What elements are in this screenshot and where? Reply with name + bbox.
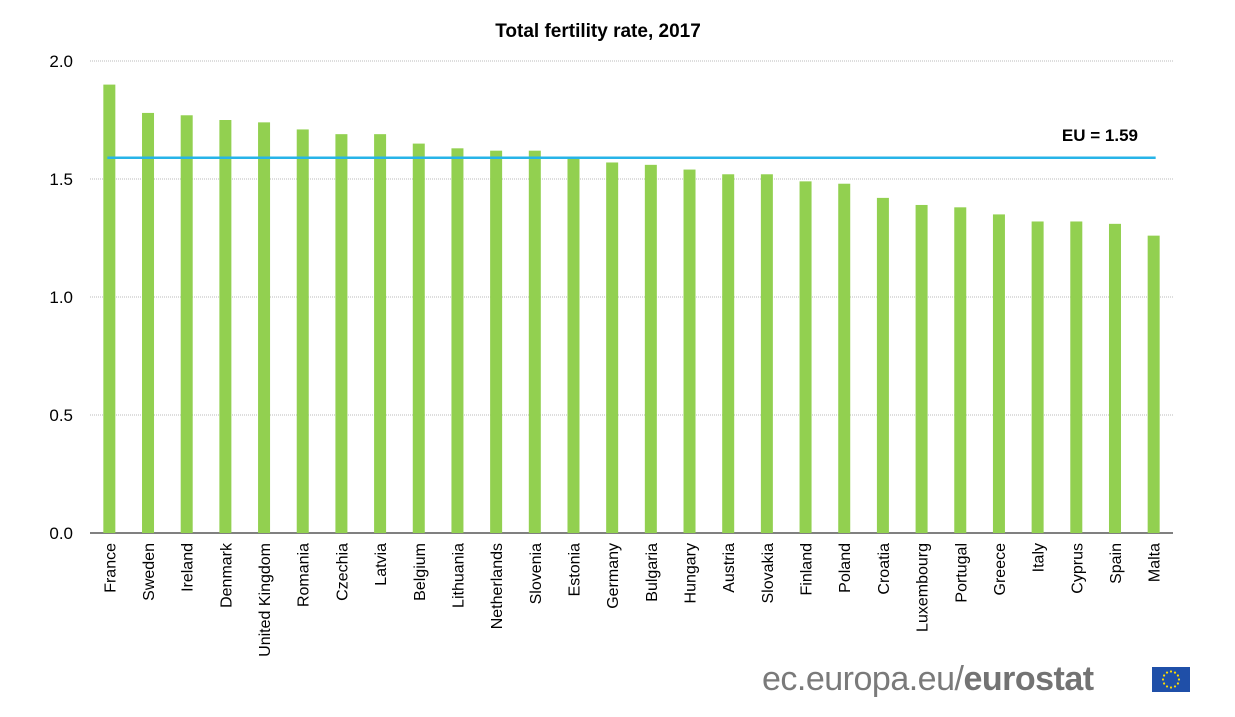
bar-romania (296, 129, 309, 533)
x-tick-label: Cyprus (1069, 543, 1086, 594)
x-tick-label: Germany (605, 543, 622, 609)
x-tick-label: Croatia (876, 543, 893, 595)
eu-flag-icon (1152, 667, 1190, 692)
x-tick-label: Slovakia (760, 543, 777, 604)
x-tick-label: Finland (799, 543, 816, 595)
bar-sweden (142, 112, 155, 534)
x-tick-label: Belgium (412, 543, 429, 601)
flag-star (1165, 671, 1169, 674)
flag-star (1177, 678, 1181, 681)
x-tick-label: Romania (296, 543, 313, 607)
y-tick-label: 0.5 (49, 406, 73, 425)
flag-star (1161, 678, 1165, 681)
x-tick-label: Poland (837, 543, 854, 593)
x-tick-label: Denmark (218, 542, 235, 608)
bar-finland (799, 181, 812, 534)
bar-lithuania (451, 148, 464, 533)
flag-star (1165, 685, 1169, 688)
x-tick-label: France (102, 543, 119, 593)
x-tick-label: United Kingdom (257, 543, 274, 657)
eu-average-label: EU = 1.59 (1062, 126, 1138, 145)
bar-slovakia (760, 174, 773, 533)
x-tick-label: Italy (1031, 543, 1048, 572)
y-tick-label: 2.0 (49, 52, 73, 71)
bar-malta (1147, 235, 1160, 533)
bar-estonia (567, 157, 580, 533)
flag-star (1169, 670, 1173, 673)
bar-portugal (954, 207, 967, 533)
flag-star (1162, 674, 1166, 677)
bar-poland (838, 183, 851, 533)
x-tick-label: Slovenia (528, 543, 545, 604)
bar-hungary (683, 169, 696, 533)
bar-italy (1031, 221, 1044, 534)
flag-star (1162, 682, 1166, 685)
logo-brand: eurostat (963, 660, 1094, 698)
x-tick-label: Sweden (141, 543, 158, 601)
bar-austria (722, 174, 735, 533)
bar-spain (1108, 223, 1121, 533)
x-tick-label: Portugal (953, 543, 970, 603)
x-tick-label: Austria (721, 543, 738, 593)
y-tick-label: 0.0 (49, 524, 73, 543)
bar-latvia (374, 134, 387, 533)
x-tick-label: Czechia (334, 543, 351, 601)
flag-star (1176, 674, 1180, 677)
bar-germany (606, 162, 619, 534)
bar-luxembourg (915, 204, 928, 533)
x-tick-label: Greece (992, 543, 1009, 596)
x-tick-label: Netherlands (489, 543, 506, 629)
bar-belgium (412, 143, 425, 533)
x-tick-label: Spain (1108, 543, 1125, 584)
bar-bulgaria (644, 164, 657, 533)
flag-star (1169, 686, 1173, 689)
bar-czechia (335, 134, 348, 533)
x-tick-label: Estonia (566, 543, 583, 596)
eurostat-logo: ec.europa.eu/eurostat (762, 660, 1094, 699)
bar-france (103, 84, 116, 533)
x-tick-label: Lithuania (450, 543, 467, 608)
bar-croatia (876, 197, 889, 533)
flag-star (1173, 685, 1177, 688)
x-tick-label: Latvia (373, 543, 390, 586)
y-tick-label: 1.5 (49, 170, 73, 189)
flag-star (1173, 671, 1177, 674)
bar-greece (992, 214, 1005, 533)
logo-prefix: ec.europa.eu/ (762, 660, 964, 698)
x-tick-label: Hungary (683, 543, 700, 603)
bar-netherlands (490, 150, 503, 533)
bar-ireland (180, 115, 193, 533)
bar-united-kingdom (258, 122, 271, 534)
flag-star (1176, 682, 1180, 685)
bar-cyprus (1070, 221, 1083, 534)
bar-slovenia (528, 150, 541, 533)
bar-denmark (219, 120, 232, 533)
x-tick-label: Ireland (180, 543, 197, 592)
x-tick-label: Luxembourg (915, 543, 932, 632)
x-tick-label: Bulgaria (644, 543, 661, 602)
chart-title: Total fertility rate, 2017 (495, 21, 701, 42)
y-tick-label: 1.0 (49, 288, 73, 307)
x-tick-label: Malta (1147, 543, 1164, 582)
